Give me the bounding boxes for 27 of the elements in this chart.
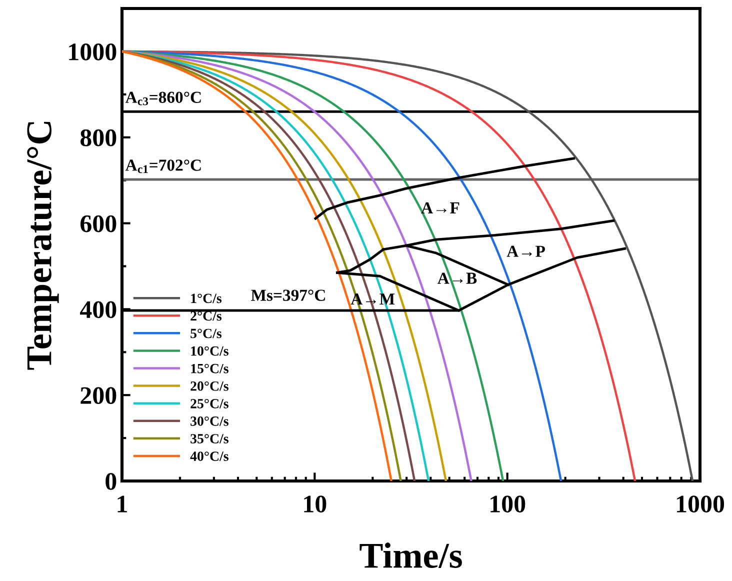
y-tick-label: 1000 (69, 44, 116, 60)
x-tick-label: 10 (304, 496, 326, 512)
x-axis-title: Time/s (360, 542, 462, 568)
legend-label: 30°C/s (190, 416, 228, 426)
legend-label: 25°C/s (190, 398, 228, 408)
legend-label: 5°C/s (190, 328, 222, 338)
y-tick-label: 600 (80, 215, 116, 232)
y-tick-label: 0 (106, 473, 116, 490)
x-tick-label: 1000 (677, 496, 724, 512)
legend-label: 15°C/s (191, 364, 228, 374)
x-tick-label: 100 (490, 496, 526, 512)
y-tick-label: 200 (80, 387, 116, 404)
legend-label: 20°C/s (190, 381, 228, 391)
legend-label: 35°C/s (190, 434, 228, 444)
x-tick-label: 1 (118, 496, 127, 512)
legend-label: 10°C/s (191, 346, 228, 356)
y-tick-label: 400 (80, 301, 116, 318)
annotation: A→F (421, 202, 460, 214)
annotation: Ms=397°C (251, 290, 325, 301)
legend-label: 2°C/s (190, 311, 222, 321)
ref-line-label: A$_{c3}$=860°C (125, 92, 201, 106)
y-tick-label: 800 (80, 129, 116, 146)
ref-line-label: A$_{c1}$=702°C (125, 160, 201, 174)
y-axis-title: Temperature/°C (27, 122, 59, 370)
legend-label: 40°C/s (190, 452, 228, 461)
annotation: A→P (506, 246, 545, 257)
legend-label: 1°C/s (191, 294, 222, 304)
